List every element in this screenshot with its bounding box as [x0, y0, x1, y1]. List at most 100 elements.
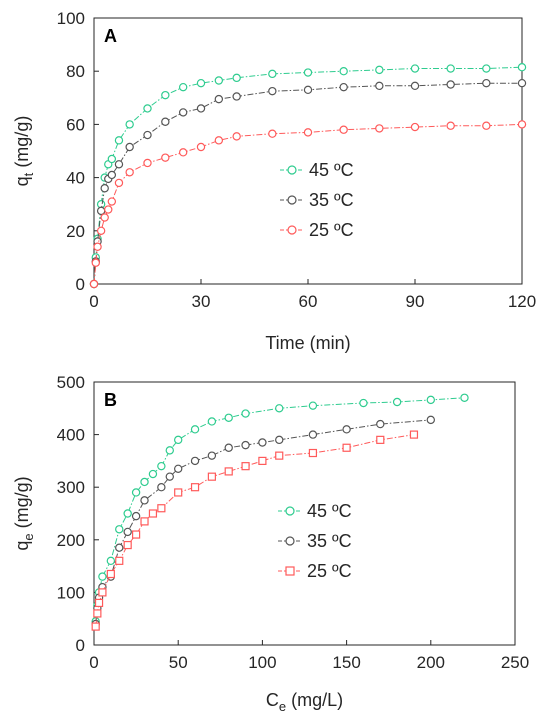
- data-point: [140, 517, 149, 526]
- data-point: [308, 448, 318, 458]
- data-point: [375, 124, 384, 133]
- data-point: [131, 488, 141, 497]
- x-tick-label: 30: [192, 292, 211, 311]
- data-point: [96, 206, 106, 216]
- series-line: [95, 397, 465, 622]
- data-point: [214, 94, 224, 104]
- data-point: [224, 443, 233, 452]
- data-point: [375, 65, 384, 75]
- x-tick-label: 90: [406, 292, 425, 311]
- data-point: [161, 153, 170, 162]
- data-point: [143, 158, 152, 168]
- x-tick-label: 200: [417, 653, 445, 672]
- data-point: [376, 419, 385, 429]
- data-point: [125, 142, 134, 152]
- data-point: [132, 530, 141, 539]
- series-line: [95, 434, 415, 627]
- data-point: [482, 64, 491, 73]
- data-point: [96, 226, 106, 235]
- y-tick-label: 300: [57, 478, 85, 497]
- data-point: [446, 121, 455, 130]
- data-point: [196, 104, 206, 113]
- y-tick-label: 200: [57, 531, 85, 550]
- data-point: [140, 496, 149, 505]
- data-point: [125, 120, 134, 129]
- data-point: [178, 148, 188, 157]
- data-point: [342, 425, 351, 434]
- data-point: [224, 467, 233, 476]
- plot-area-frame: [93, 381, 516, 646]
- chart-panel-A: 0 30 60 90 120 0 20 40 60 80 100 A Time (min) qt (mg/…: [12, 9, 536, 353]
- data-point: [89, 279, 99, 289]
- data-point: [339, 125, 348, 134]
- y-tick-label: 60: [66, 115, 85, 134]
- legend-marker: [287, 225, 297, 235]
- data-point: [131, 511, 141, 521]
- data-point: [517, 63, 527, 72]
- data-point: [241, 462, 250, 471]
- data-point: [196, 78, 206, 88]
- y-axis-label: qt (mg/g): [12, 116, 36, 187]
- chart-panel-B: 0 50 100 150 200 250 0 100 200 300 400 500 B Ce (mg/L…: [12, 373, 529, 714]
- data-point: [275, 435, 284, 445]
- data-point: [190, 425, 200, 434]
- data-point: [241, 440, 250, 450]
- data-point: [107, 154, 117, 164]
- data-point: [123, 540, 132, 550]
- data-point: [114, 136, 124, 145]
- data-point: [308, 430, 318, 439]
- data-point: [196, 142, 206, 152]
- series-line: [93, 66, 523, 285]
- panel-label: B: [104, 390, 117, 410]
- data-point: [165, 472, 174, 481]
- data-point: [107, 197, 117, 206]
- series-line: [93, 82, 522, 285]
- data-point: [93, 609, 102, 618]
- x-tick-label: 60: [299, 292, 318, 311]
- data-point: [517, 120, 527, 129]
- data-point: [303, 68, 313, 77]
- x-tick-label: 250: [501, 653, 529, 672]
- data-point: [143, 104, 152, 113]
- data-point: [174, 488, 183, 497]
- data-point: [342, 443, 351, 452]
- data-point: [339, 66, 348, 76]
- data-point: [409, 430, 419, 439]
- data-point: [143, 130, 152, 140]
- data-point: [308, 401, 318, 410]
- y-tick-label: 0: [76, 275, 85, 294]
- data-point: [114, 160, 124, 169]
- legend-marker: [285, 566, 295, 576]
- x-tick-label: 100: [248, 653, 276, 672]
- data-point: [157, 483, 166, 492]
- data-point: [91, 622, 100, 631]
- data-point: [115, 556, 124, 565]
- legend-label: 35 ºC: [307, 531, 352, 551]
- data-point: [303, 85, 313, 95]
- data-point: [91, 258, 100, 267]
- data-point: [426, 395, 435, 405]
- data-point: [125, 168, 134, 177]
- data-point: [148, 469, 158, 479]
- data-point: [123, 527, 132, 537]
- data-point: [98, 572, 107, 581]
- data-point: [268, 69, 277, 79]
- data-point: [123, 509, 132, 518]
- data-point: [190, 483, 200, 492]
- data-point: [157, 461, 166, 471]
- data-point: [178, 82, 188, 92]
- y-axis-label: qe (mg/g): [12, 476, 36, 550]
- data-point: [173, 464, 183, 473]
- legend-entry: 45 ºC: [280, 160, 354, 180]
- x-tick-label: 0: [89, 653, 98, 672]
- legend-entry: 35 ºC: [280, 190, 354, 210]
- data-point: [232, 132, 241, 141]
- y-tick-label: 80: [66, 62, 85, 81]
- x-tick-label: 120: [508, 292, 536, 311]
- data-point: [140, 477, 149, 487]
- data-point: [224, 413, 233, 422]
- data-point: [275, 404, 284, 413]
- legend-label: 25 ºC: [307, 561, 352, 581]
- x-axis-label: Time (min): [265, 333, 350, 353]
